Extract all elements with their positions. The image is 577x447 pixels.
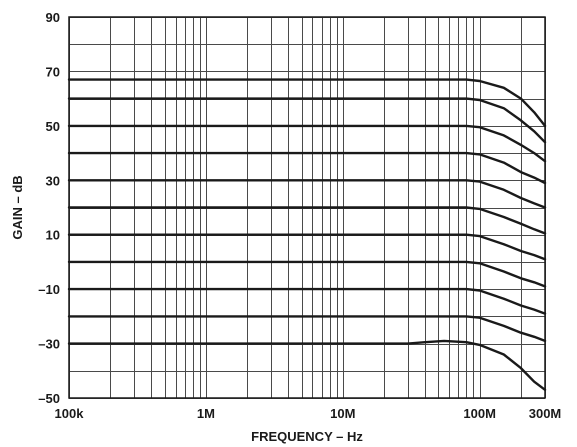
x-tick-label: 100M [463, 406, 496, 421]
gain-curve-7 [67, 233, 547, 261]
y-tick-label: 30 [46, 173, 60, 188]
gain-curves [67, 78, 547, 391]
x-tick-label: 300M [529, 406, 562, 421]
x-axis-label: FREQUENCY – Hz [251, 429, 363, 444]
y-axis-label: GAIN – dB [10, 175, 25, 239]
x-tick-label: 1M [197, 406, 215, 421]
y-tick-label: 90 [46, 10, 60, 25]
gain-curve-6 [67, 206, 547, 235]
x-tick-label: 10M [330, 406, 355, 421]
y-tick-label: –30 [38, 337, 60, 352]
gain-curve-1 [67, 78, 547, 128]
y-tick-label: –50 [38, 391, 60, 406]
y-tick-label: 50 [46, 119, 60, 134]
gain-curve-9 [67, 287, 547, 315]
y-tick-label: –10 [38, 282, 60, 297]
y-tick-label: 70 [46, 64, 60, 79]
gain-curve-8 [67, 260, 547, 288]
gain-curve-3 [67, 124, 547, 163]
gain-curve-2 [67, 97, 547, 144]
y-tick-label: 10 [46, 228, 60, 243]
gain-curve-5 [67, 179, 547, 209]
x-tick-labels: 100k 1M 10M 100M 300M [55, 406, 562, 421]
plot-frame [68, 16, 546, 399]
x-tick-label: 100k [55, 406, 85, 421]
gain-curve-4 [67, 151, 547, 185]
gain-curve-10 [67, 315, 547, 343]
gain-curve-11 [67, 339, 547, 391]
y-tick-labels: –50 –30 –10 10 30 50 70 90 [38, 10, 60, 406]
